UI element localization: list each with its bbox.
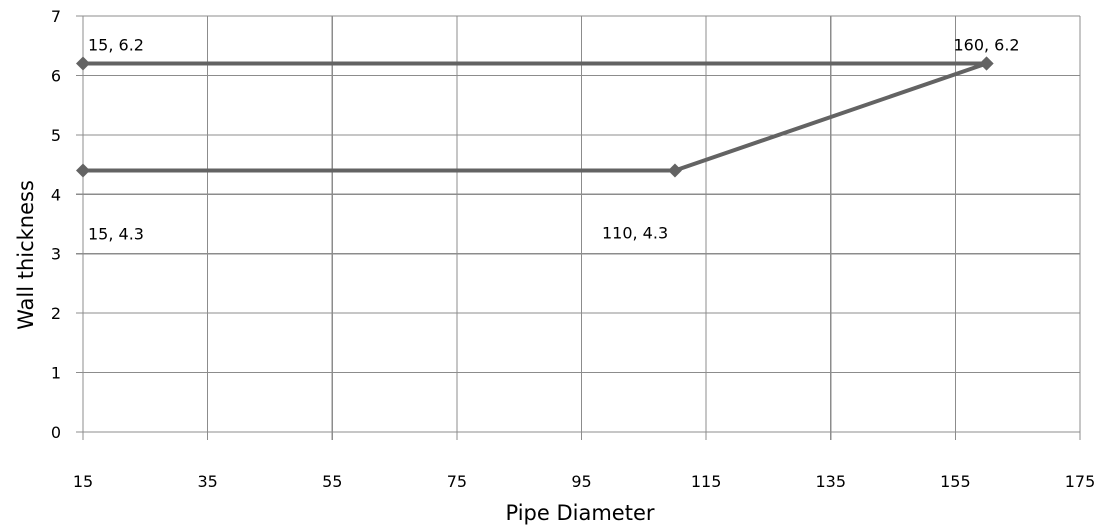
x-tick-label: 155	[940, 472, 971, 491]
x-tick-label: 95	[571, 472, 591, 491]
y-tick-label: 4	[51, 185, 61, 204]
data-label: 15, 6.2	[88, 36, 144, 55]
series-line-2	[81, 61, 989, 173]
data-label: 160, 6.2	[953, 36, 1019, 55]
y-tick-label: 0	[51, 423, 61, 442]
y-tick-label: 3	[51, 245, 61, 264]
grid	[82, 15, 1081, 433]
x-tick-label: 55	[322, 472, 342, 491]
x-tick-label: 35	[197, 472, 217, 491]
y-tick-label: 5	[51, 126, 61, 145]
data-point-marker	[667, 163, 682, 178]
axis-ticks: 0 1 2 3 4 5 6 7 15 35 55 75 95 115 135 155 175	[51, 7, 1095, 491]
y-tick-label: 1	[51, 364, 61, 383]
y-tick-label: 6	[51, 66, 61, 85]
data-label: 15, 4.3	[88, 225, 144, 244]
y-tick-label: 2	[51, 304, 61, 323]
data-point-marker	[76, 163, 90, 178]
data-labels: 15, 6.2 160, 6.2 15, 4.3 110, 4.3	[88, 36, 1020, 244]
x-tick-label: 15	[73, 472, 93, 491]
series-lines	[81, 61, 989, 173]
x-axis-title: Pipe Diameter	[506, 501, 655, 525]
y-axis-title: Wall thickness	[14, 180, 38, 330]
x-tick-label: 175	[1065, 472, 1096, 491]
x-tick-label: 135	[815, 472, 846, 491]
data-label: 110, 4.3	[602, 224, 668, 243]
x-tick-label: 115	[691, 472, 722, 491]
x-tick-label: 75	[447, 472, 467, 491]
data-point-marker	[76, 56, 90, 71]
data-point-marker	[979, 56, 994, 71]
y-tick-label: 7	[51, 7, 61, 26]
data-markers	[76, 56, 994, 178]
